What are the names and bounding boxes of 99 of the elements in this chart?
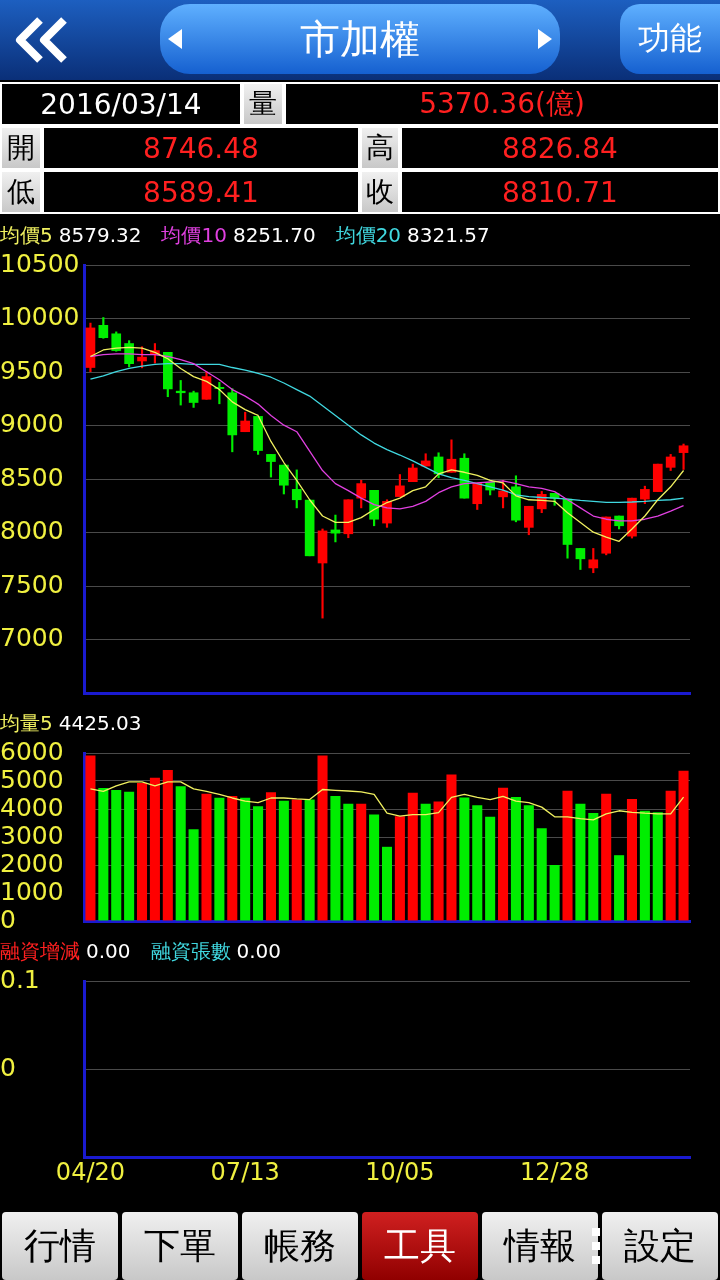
bar — [614, 855, 625, 921]
bar — [227, 796, 238, 921]
bar — [549, 865, 560, 921]
y-tick-label: 8000 — [0, 516, 64, 545]
text: 工具 — [362, 1212, 478, 1280]
bar — [253, 806, 264, 921]
text: 收 — [360, 170, 400, 214]
text: 開 — [0, 126, 42, 170]
y-tick-label: 10000 — [0, 302, 80, 331]
bar — [369, 814, 380, 921]
text: 情報 — [482, 1212, 598, 1280]
bar — [652, 812, 663, 921]
text: 4425.03 — [58, 710, 142, 735]
text: 2016/03/14 — [0, 82, 242, 126]
text: 低 — [0, 170, 42, 214]
bar — [678, 770, 689, 921]
y-tick-label: 9000 — [0, 409, 64, 438]
bar — [343, 803, 354, 921]
bar — [381, 846, 393, 921]
bar — [639, 810, 650, 921]
bar — [562, 790, 573, 921]
text: 高 — [360, 126, 400, 170]
y-tick-label: 10500 — [0, 248, 80, 278]
bar — [510, 797, 521, 921]
bar — [433, 801, 444, 921]
bar — [214, 797, 225, 921]
y-tick-label: 4000 — [0, 792, 64, 822]
text: 設定 — [602, 1212, 718, 1280]
bar — [588, 812, 599, 921]
bar — [136, 783, 148, 921]
bar — [536, 828, 547, 921]
text: 8321.57 — [407, 222, 490, 247]
bar — [485, 816, 496, 921]
x-tick-label: 10/05 — [365, 1157, 435, 1186]
text: 8826.84 — [400, 126, 720, 170]
bar — [601, 793, 612, 921]
x-tick-label: 12/28 — [520, 1157, 590, 1186]
bar — [317, 755, 328, 921]
legend-label: 融資增減 — [0, 938, 80, 963]
text: 5370.36(億) — [284, 82, 720, 126]
text: 8810.71 — [400, 170, 720, 214]
y-tick-label: 0 — [0, 1052, 16, 1082]
text: 0.00 — [236, 938, 282, 963]
text: 功能 — [620, 4, 720, 74]
y-tick-label: 9500 — [0, 355, 64, 385]
text: 均量5 — [0, 710, 53, 735]
text: 8589.41 — [42, 170, 360, 214]
bar — [149, 777, 160, 921]
bar — [472, 805, 483, 921]
chart-title: 市加權 — [160, 4, 560, 74]
y-tick-label: 6000 — [0, 736, 64, 766]
bar — [446, 774, 457, 921]
y-tick-label: 2000 — [0, 848, 64, 878]
bar — [330, 796, 341, 921]
legend-label: 融資張數 — [150, 938, 231, 963]
text: 行情 — [2, 1212, 118, 1280]
bar — [124, 791, 135, 921]
y-tick-label: 1000 — [0, 876, 64, 906]
y-tick-label: 0 — [0, 904, 16, 934]
bar — [665, 790, 676, 921]
text: 8579.32 — [58, 222, 142, 247]
bar — [304, 799, 315, 921]
legend-label: 均價5 — [0, 222, 53, 247]
bar — [201, 793, 212, 921]
bar — [626, 798, 638, 921]
text: 下單 — [122, 1212, 238, 1280]
y-tick-label: 5000 — [0, 764, 64, 794]
text: 量 — [242, 82, 284, 126]
bar — [265, 792, 276, 921]
text: 8746.48 — [42, 126, 360, 170]
bar — [278, 800, 289, 921]
y-tick-label: 7000 — [0, 623, 64, 652]
bar — [459, 797, 470, 921]
bar — [98, 788, 109, 921]
bar — [356, 803, 367, 921]
bar — [498, 787, 509, 921]
bar — [523, 805, 534, 921]
bar — [240, 797, 251, 921]
x-tick-label: 04/20 — [55, 1157, 126, 1186]
text: 0.00 — [86, 938, 131, 963]
y-tick-label: 3000 — [0, 820, 64, 850]
bar — [111, 790, 122, 921]
bar — [188, 829, 199, 921]
bar — [575, 803, 586, 921]
y-tick-label: 0.1 — [0, 964, 40, 994]
bar — [394, 816, 405, 921]
text: 8251.70 — [232, 222, 316, 247]
y-tick-label: 7500 — [0, 569, 64, 599]
bar — [175, 786, 186, 921]
bar — [162, 770, 173, 921]
text: 帳務 — [242, 1212, 358, 1280]
y-tick-label: 8500 — [0, 462, 64, 492]
bar — [291, 799, 302, 921]
candlestick — [652, 463, 663, 492]
bar — [407, 792, 418, 921]
x-tick-label: 07/13 — [210, 1157, 280, 1186]
text: 均價10 — [161, 222, 227, 247]
bar — [420, 803, 431, 921]
legend-label: 均價20 — [335, 222, 402, 247]
